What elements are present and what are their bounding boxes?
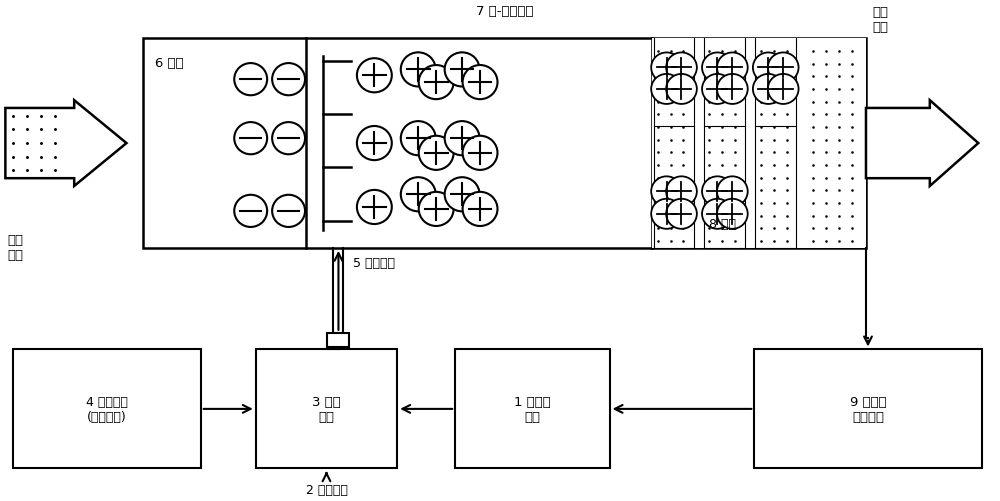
Circle shape xyxy=(666,75,697,105)
Circle shape xyxy=(666,199,697,229)
Bar xyxy=(694,39,704,248)
Circle shape xyxy=(357,190,392,224)
Text: 8 袋区: 8 袋区 xyxy=(709,217,736,230)
Circle shape xyxy=(768,53,799,83)
Circle shape xyxy=(702,75,733,105)
Circle shape xyxy=(702,53,733,83)
Circle shape xyxy=(234,123,267,155)
Circle shape xyxy=(272,123,305,155)
Circle shape xyxy=(445,53,480,87)
Circle shape xyxy=(419,136,454,170)
Circle shape xyxy=(463,136,498,170)
Text: 7 电-袋结合区: 7 电-袋结合区 xyxy=(476,5,533,18)
Text: 含尘
烟气: 含尘 烟气 xyxy=(7,234,23,262)
Bar xyxy=(652,39,656,248)
Circle shape xyxy=(651,199,682,229)
Circle shape xyxy=(445,178,480,212)
Circle shape xyxy=(753,53,784,83)
Circle shape xyxy=(401,53,436,87)
Bar xyxy=(745,39,755,248)
Text: 5 绣缘噴管: 5 绣缘噴管 xyxy=(353,256,395,269)
Bar xyxy=(327,333,349,348)
Circle shape xyxy=(717,199,748,229)
Text: 4 高压电源
(正极性压): 4 高压电源 (正极性压) xyxy=(86,395,128,423)
Circle shape xyxy=(419,66,454,100)
Circle shape xyxy=(768,75,799,105)
Circle shape xyxy=(272,64,305,96)
Circle shape xyxy=(666,53,697,83)
FancyArrow shape xyxy=(866,101,978,186)
Text: 9 吸附剂
分离回收: 9 吸附剂 分离回收 xyxy=(850,395,886,423)
Text: 1 吸附剂
容器: 1 吸附剂 容器 xyxy=(514,395,551,423)
Circle shape xyxy=(651,75,682,105)
Circle shape xyxy=(234,195,267,227)
Circle shape xyxy=(717,75,748,105)
Circle shape xyxy=(419,192,454,226)
Bar xyxy=(796,39,806,248)
Circle shape xyxy=(651,177,682,207)
FancyArrow shape xyxy=(5,101,126,186)
Circle shape xyxy=(357,59,392,93)
Circle shape xyxy=(717,53,748,83)
Text: 6 电区: 6 电区 xyxy=(155,57,184,70)
Circle shape xyxy=(401,122,436,156)
Circle shape xyxy=(651,53,682,83)
Circle shape xyxy=(234,64,267,96)
Circle shape xyxy=(401,178,436,212)
Text: 清洁
烟气: 清洁 烟气 xyxy=(872,7,888,34)
Bar xyxy=(143,39,866,248)
Circle shape xyxy=(463,66,498,100)
Bar xyxy=(652,39,866,248)
Circle shape xyxy=(463,192,498,226)
Text: 3 荷电
噴枪: 3 荷电 噴枪 xyxy=(312,395,341,423)
Circle shape xyxy=(357,127,392,161)
Circle shape xyxy=(702,177,733,207)
Circle shape xyxy=(717,177,748,207)
Circle shape xyxy=(702,199,733,229)
Circle shape xyxy=(445,122,480,156)
Bar xyxy=(13,350,201,468)
Text: 2 压缩空气: 2 压缩空气 xyxy=(306,483,347,495)
Circle shape xyxy=(753,75,784,105)
Bar xyxy=(256,350,397,468)
Bar xyxy=(455,350,610,468)
Circle shape xyxy=(272,195,305,227)
Bar xyxy=(754,350,982,468)
Circle shape xyxy=(666,177,697,207)
